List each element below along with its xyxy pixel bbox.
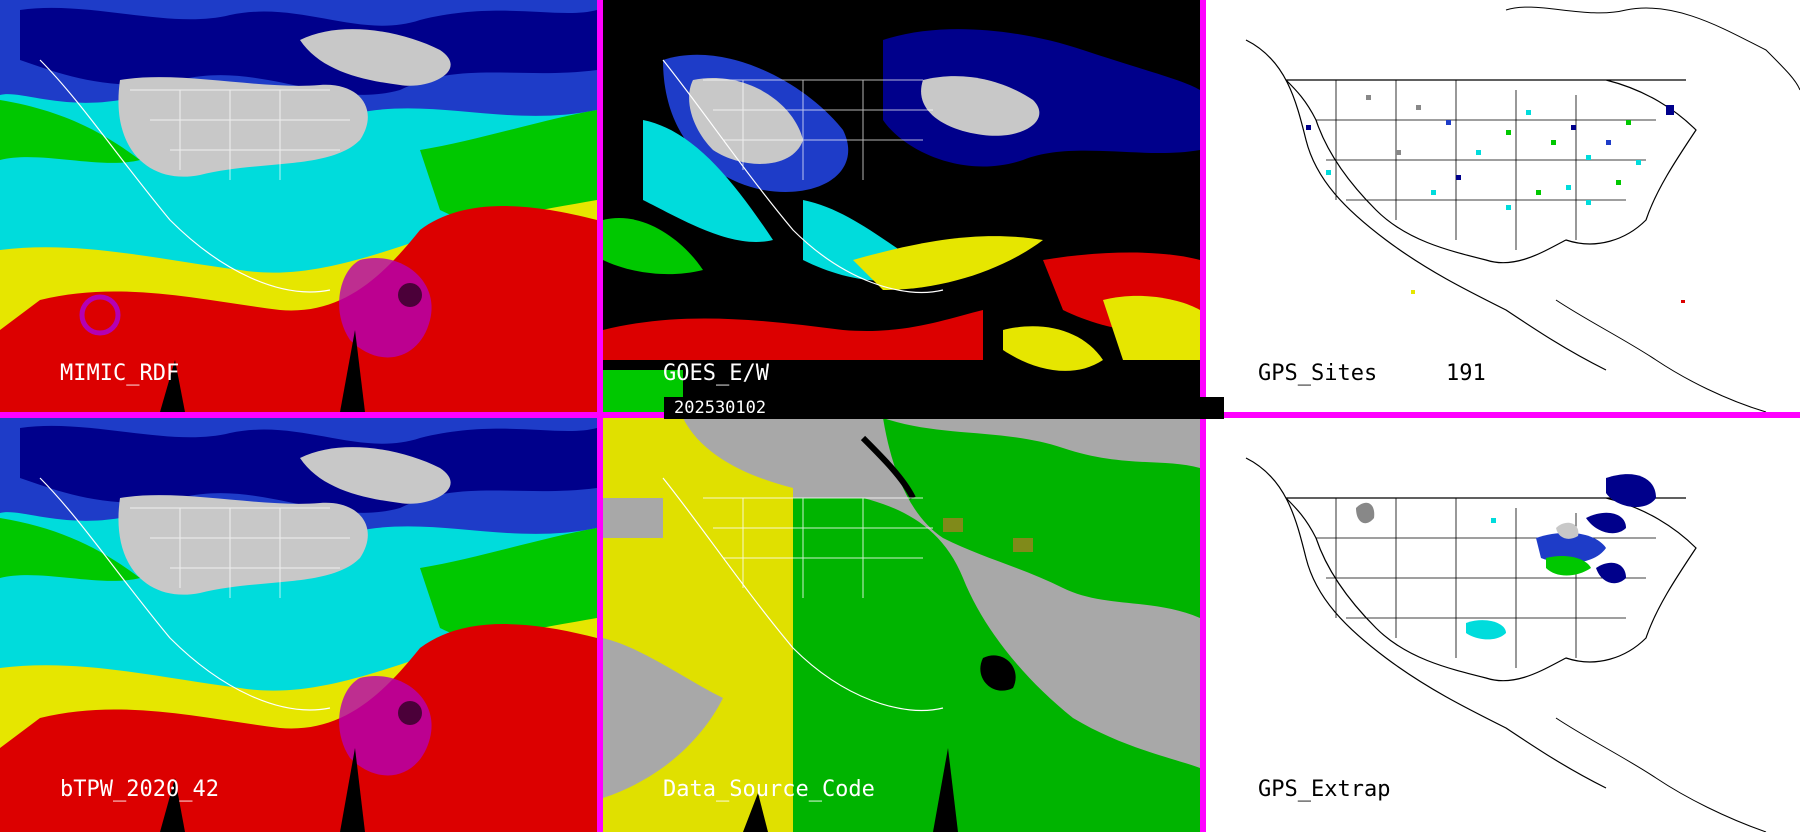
- panel-label: Data_Source_Code: [663, 777, 875, 802]
- mimic-rdf-map: MIMIC_RDF: [0, 0, 597, 412]
- gps-site-markers: [1306, 95, 1685, 303]
- panel-data-source-code: Data_Source_Code: [603, 418, 1200, 832]
- panel-label: MIMIC_RDF: [60, 361, 179, 386]
- panel-label: GPS_Sites: [1258, 361, 1377, 386]
- goes-ew-map: GOES_E/W: [603, 0, 1200, 412]
- gps-extrap-map: GPS_Extrap: [1206, 418, 1800, 832]
- btpw-map: bTPW_2020_42: [0, 418, 597, 832]
- panel-gps-sites: GPS_Sites 191: [1206, 0, 1800, 412]
- panel-gps-extrap: GPS_Extrap: [1206, 418, 1800, 832]
- panel-label: GPS_Extrap: [1258, 777, 1390, 802]
- timestamp-bar: 202530102: [664, 397, 1224, 419]
- gps-sites-map: GPS_Sites 191: [1206, 0, 1800, 412]
- panel-mimic-rdf: MIMIC_RDF: [0, 0, 597, 412]
- panel-btpw: bTPW_2020_42: [0, 418, 597, 832]
- panel-goes-ew: GOES_E/W: [603, 0, 1200, 412]
- data-source-map: Data_Source_Code: [603, 418, 1200, 832]
- gps-site-count: 191: [1446, 361, 1486, 386]
- gps-extrap-overlay: [1356, 474, 1656, 640]
- panel-label: bTPW_2020_42: [60, 777, 219, 802]
- panel-label: GOES_E/W: [663, 361, 770, 386]
